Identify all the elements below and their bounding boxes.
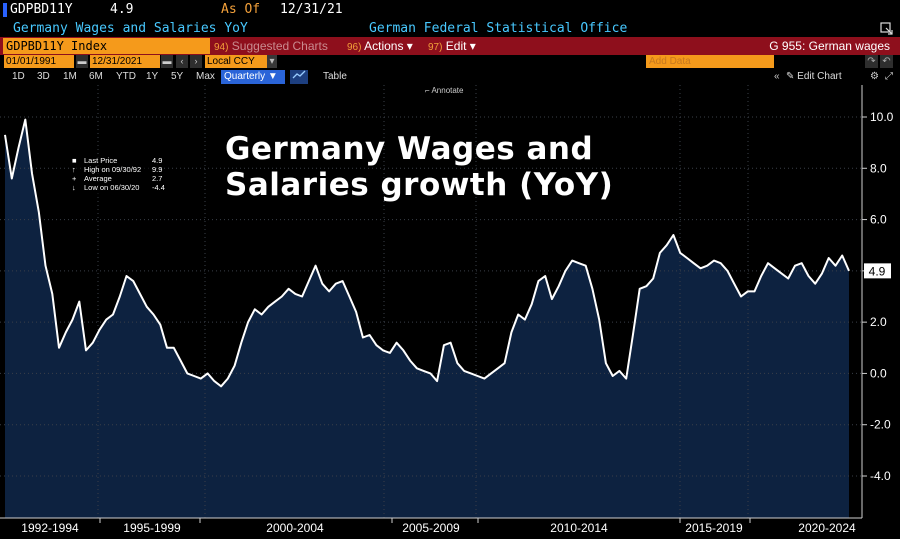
redo-icon[interactable]: ↷	[865, 55, 878, 68]
annotate-button[interactable]: ⌐ Annotate	[425, 86, 463, 95]
x-tick-label: 2020-2024	[798, 521, 856, 535]
expand-chart-icon[interactable]: ⤢	[885, 71, 893, 82]
y-tick-label: 0.0	[870, 366, 887, 380]
command-bar: GDPBD11Y Index 94) Suggested Charts 96) …	[0, 37, 900, 55]
y-axis-ticks: -4.0-2.00.02.04.06.08.010.0	[862, 110, 894, 483]
collapse-icon[interactable]: «	[774, 71, 780, 82]
period-1m[interactable]: 1M	[63, 71, 77, 82]
period-ytd[interactable]: YTD	[116, 71, 136, 82]
suggested-charts-label: Suggested Charts	[231, 39, 328, 53]
expand-window-icon[interactable]	[880, 22, 893, 35]
security-description-row: Germany Wages and Salaries YoY German Fe…	[0, 20, 900, 37]
edit-chart-label: Edit Chart	[797, 71, 842, 82]
x-tick-label: 2010-2014	[550, 521, 608, 535]
currency-select[interactable]: Local CCY	[205, 55, 267, 68]
ticker-symbol[interactable]: GDPBD11Y	[10, 2, 73, 17]
date-range-row: 01/01/1991 ▬ 12/31/2021 ▬ ‹ › Local CCY …	[0, 55, 900, 69]
chart-series-line	[4, 118, 850, 388]
actions-label: Actions ▾	[364, 39, 413, 53]
wages-chart[interactable]: -4.0-2.00.02.04.06.08.010.0 1992-1994199…	[0, 85, 900, 539]
table-button[interactable]: Table	[323, 71, 347, 82]
y-tick-label: 8.0	[870, 161, 887, 175]
period-5y[interactable]: 5Y	[171, 71, 184, 82]
x-tick-label: 2005-2009	[402, 521, 460, 535]
period-1y[interactable]: 1Y	[146, 71, 159, 82]
legend-average-value: 2.7	[152, 174, 163, 183]
as-of-date: 12/31/21	[280, 2, 343, 17]
end-date-input[interactable]: 12/31/2021	[90, 55, 160, 68]
line-chart-icon[interactable]	[290, 70, 308, 84]
legend-last-swatch: ■	[72, 156, 77, 165]
security-header-row: GDPBD11Y 4.9 As Of 12/31/21	[0, 0, 900, 20]
chart-legend: ■ Last Price 4.9 ↑ High on 09/30/92 9.9 …	[70, 155, 165, 197]
legend-high-icon: ↑	[72, 165, 76, 174]
legend-average-label: Average	[84, 174, 112, 183]
end-date-calendar-icon[interactable]: ▬	[161, 55, 173, 68]
chart-title: Germany Wages and Salaries growth (YoY)	[225, 131, 614, 203]
legend-low-icon: ↓	[72, 183, 76, 192]
period-3d[interactable]: 3D	[37, 71, 50, 82]
settings-icon[interactable]: ⚙	[870, 71, 879, 82]
legend-low-value: -4.4	[152, 183, 165, 192]
legend-high-value: 9.9	[152, 165, 163, 174]
x-tick-label: 1992-1994	[21, 521, 79, 535]
suggested-charts-button[interactable]: 94) Suggested Charts	[214, 37, 328, 57]
y-tick-label: -2.0	[870, 418, 891, 432]
legend-average-icon: +	[72, 174, 77, 183]
add-data-input[interactable]: Add Data	[646, 55, 774, 68]
actions-menu[interactable]: 96) Actions ▾	[347, 37, 413, 57]
chart-area	[5, 119, 849, 518]
security-name: Germany Wages and Salaries YoY	[13, 21, 248, 36]
start-date-calendar-icon[interactable]: ▬	[76, 55, 88, 68]
period-max[interactable]: Max	[196, 71, 215, 82]
edit-menu[interactable]: 97) Edit ▾	[428, 37, 476, 57]
start-date-input[interactable]: 01/01/1991	[4, 55, 74, 68]
next-period-icon[interactable]: ›	[190, 55, 202, 68]
edit-chart-button[interactable]: ✎ Edit Chart	[786, 69, 842, 85]
last-value-label: 4.9	[869, 264, 886, 278]
legend-last-value: 4.9	[152, 156, 163, 165]
x-tick-label: 1995-1999	[123, 521, 181, 535]
actions-number: 96)	[347, 42, 362, 53]
currency-dropdown-icon[interactable]: ▾	[267, 55, 277, 68]
y-tick-label: -4.0	[870, 469, 891, 483]
x-axis-ticks: 1992-1994 1995-1999 2000-2004 2005-2009 2010…	[21, 518, 856, 535]
data-source: German Federal Statistical Office	[369, 21, 628, 36]
edit-number: 97)	[428, 42, 443, 53]
edit-label: Edit ▾	[445, 39, 476, 53]
y-tick-label: 6.0	[870, 213, 887, 227]
undo-icon[interactable]: ↶	[880, 55, 893, 68]
period-1d[interactable]: 1D	[12, 71, 25, 82]
legend-high-label: High on 09/30/92	[84, 165, 142, 174]
as-of-label: As Of	[221, 2, 261, 17]
suggested-charts-number: 94)	[214, 42, 229, 53]
ticker-marker	[3, 3, 7, 17]
legend-low-label: Low on 06/30/20	[84, 183, 140, 192]
annotate-icon: ⌐	[425, 86, 430, 95]
period-6m[interactable]: 6M	[89, 71, 103, 82]
function-name: G 955: German wages	[769, 39, 890, 53]
edit-chart-icon: ✎	[786, 71, 795, 82]
last-value: 4.9	[110, 2, 134, 17]
previous-period-icon[interactable]: ‹	[176, 55, 188, 68]
y-tick-label: 2.0	[870, 315, 887, 329]
x-tick-label: 2015-2019	[685, 521, 743, 535]
y-tick-label: 10.0	[870, 110, 894, 124]
security-input[interactable]: GDPBD11Y Index	[3, 38, 210, 54]
frequency-select[interactable]: Quarterly ▼	[221, 70, 285, 84]
legend-last-label: Last Price	[84, 156, 118, 165]
annotate-label: Annotate	[431, 86, 464, 95]
last-value-tag: 4.9	[864, 263, 891, 279]
x-tick-label: 2000-2004	[266, 521, 324, 535]
chart-toolbar: 1D 3D 1M 6M YTD 1Y 5Y Max Quarterly ▼ Ta…	[0, 69, 900, 85]
